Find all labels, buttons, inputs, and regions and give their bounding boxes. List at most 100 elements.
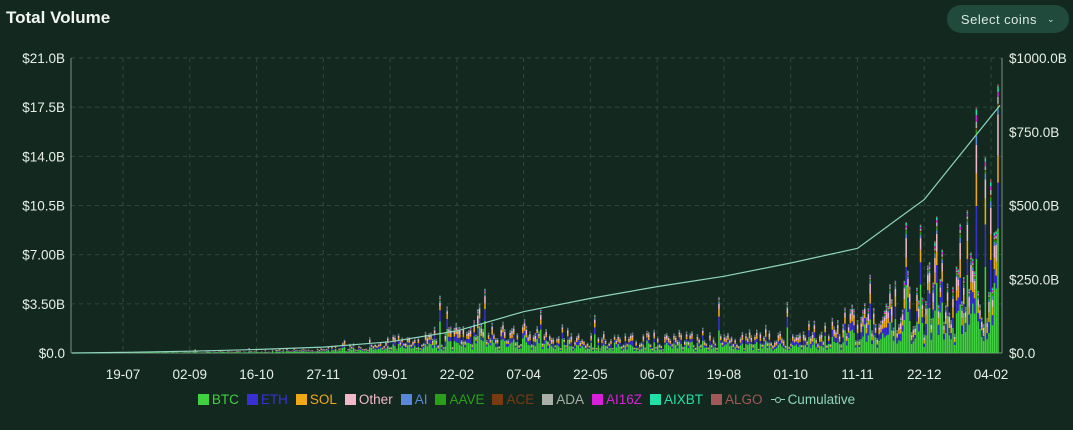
- bar-segment-sol: [570, 339, 573, 343]
- legend-item-aixbt[interactable]: AIXBT: [650, 392, 703, 407]
- bar-segment-ada: [846, 334, 848, 335]
- bar-segment-eth: [655, 348, 657, 350]
- bar-segment-other: [873, 313, 875, 318]
- bar-segment-sol: [630, 338, 632, 341]
- bar-segment-ada: [979, 306, 981, 308]
- bar-segment-eth: [882, 328, 884, 334]
- bar-segment-other: [759, 334, 762, 339]
- bar-segment-ada: [869, 277, 871, 280]
- bar-segment-ace: [952, 292, 954, 294]
- bar-segment-ai: [613, 336, 616, 338]
- bar-segment-other: [432, 340, 434, 343]
- bar-segment-eth: [925, 323, 927, 336]
- bar-segment-eth: [576, 342, 578, 345]
- bar-segment-eth: [957, 297, 960, 311]
- bar-segment-other: [792, 336, 794, 339]
- bar-segment-sol: [478, 314, 481, 319]
- bar-segment-other: [588, 346, 591, 347]
- bar-segment-btc: [982, 340, 985, 353]
- bar-segment-eth: [952, 317, 954, 328]
- bar-segment-sol: [397, 338, 400, 341]
- bar-segment-ada: [993, 237, 996, 240]
- bar-segment-other: [837, 325, 839, 329]
- bar-segment-sol: [572, 348, 574, 349]
- bar-segment-btc: [469, 343, 472, 353]
- legend-item-eth[interactable]: ETH: [246, 392, 288, 407]
- bar-segment-ai: [617, 336, 619, 337]
- bar-segment-ai: [446, 309, 448, 312]
- legend-item-cumulative[interactable]: Cumulative: [770, 392, 855, 407]
- bar-segment-eth: [493, 339, 495, 343]
- bar-segment-sol: [846, 338, 848, 341]
- legend-item-btc[interactable]: BTC: [197, 392, 239, 407]
- legend-item-aave[interactable]: AAVE: [435, 392, 484, 407]
- bar-segment-ada: [864, 305, 866, 307]
- bar-segment-other: [957, 279, 960, 287]
- bar-segment-btc: [475, 343, 477, 353]
- bar-segment-btc: [505, 346, 508, 353]
- bar-segment-btc: [678, 341, 681, 353]
- bar-segment-other: [576, 338, 578, 341]
- bar-segment-btc: [163, 352, 166, 353]
- bar-segment-sol: [401, 341, 403, 343]
- bar-segment-ai: [919, 234, 922, 239]
- bar-segment-eth: [572, 348, 574, 351]
- bar-segment-ada: [984, 166, 987, 171]
- legend-item-ai[interactable]: AI: [400, 392, 427, 407]
- bar-segment-sol: [743, 348, 745, 350]
- bar-segment-aixbt: [968, 289, 970, 291]
- bar-segment-btc: [507, 346, 510, 353]
- bar-segment-btc: [464, 347, 466, 353]
- bar-segment-sol: [457, 334, 459, 338]
- bar-segment-ai: [576, 337, 578, 339]
- bar-segment-btc: [928, 307, 931, 353]
- bar-segment-btc: [639, 349, 641, 353]
- bar-segment-ai: [982, 326, 985, 328]
- bar-segment-btc: [847, 337, 850, 353]
- bar-segment-btc: [898, 340, 900, 353]
- bar-segment-ada: [820, 332, 823, 334]
- legend-item-other[interactable]: Other: [344, 392, 393, 407]
- bar-segment-btc: [995, 288, 997, 353]
- bar-segment-ai: [439, 301, 441, 303]
- legend-swatch: [344, 394, 356, 405]
- bar-segment-btc: [145, 352, 148, 353]
- bar-segment-ai16z: [765, 325, 767, 327]
- bar-segment-ace: [946, 288, 949, 289]
- legend-item-ada[interactable]: ADA: [542, 392, 584, 407]
- legend-item-ace[interactable]: ACE: [492, 392, 534, 407]
- bar-segment-sol: [804, 340, 807, 342]
- bar-segment-sol: [757, 349, 760, 351]
- bar-segment-eth: [793, 342, 796, 346]
- bar-segment-aixbt: [954, 334, 956, 335]
- select-coins-button[interactable]: Select coins ⌄: [947, 5, 1069, 33]
- bar-segment-sol: [761, 345, 763, 347]
- bar-segment-aave: [889, 289, 891, 292]
- bar-segment-algo: [907, 270, 909, 272]
- bar-segment-btc: [541, 349, 544, 353]
- bar-segment-other: [685, 334, 688, 337]
- bar-segment-btc: [628, 344, 630, 353]
- bar-segment-sol: [786, 313, 789, 317]
- bar-segment-eth: [457, 337, 459, 343]
- bar-segment-eth: [352, 345, 355, 348]
- bar-segment-sol: [307, 350, 310, 351]
- bar-segment-ace: [973, 276, 976, 278]
- bar-segment-btc: [855, 347, 857, 353]
- legend-item-sol[interactable]: SOL: [295, 392, 337, 407]
- bar-segment-other: [369, 339, 371, 343]
- bar-segment-ada: [862, 312, 864, 314]
- bar-segment-eth: [604, 343, 607, 346]
- bar-segment-sol: [504, 335, 506, 339]
- bar-segment-other: [523, 323, 526, 327]
- bar-segment-ada: [450, 327, 452, 329]
- bar-segment-other: [642, 336, 645, 340]
- legend-item-ai16z[interactable]: AI16Z: [592, 392, 642, 407]
- bar-segment-sol: [734, 342, 736, 344]
- bar-segment-btc: [367, 351, 369, 353]
- bar-segment-eth: [775, 345, 778, 348]
- legend-item-algo[interactable]: ALGO: [711, 392, 763, 407]
- bar-segment-eth: [383, 348, 385, 350]
- bar-segment-btc: [626, 349, 628, 353]
- bar-segment-sol: [486, 342, 488, 345]
